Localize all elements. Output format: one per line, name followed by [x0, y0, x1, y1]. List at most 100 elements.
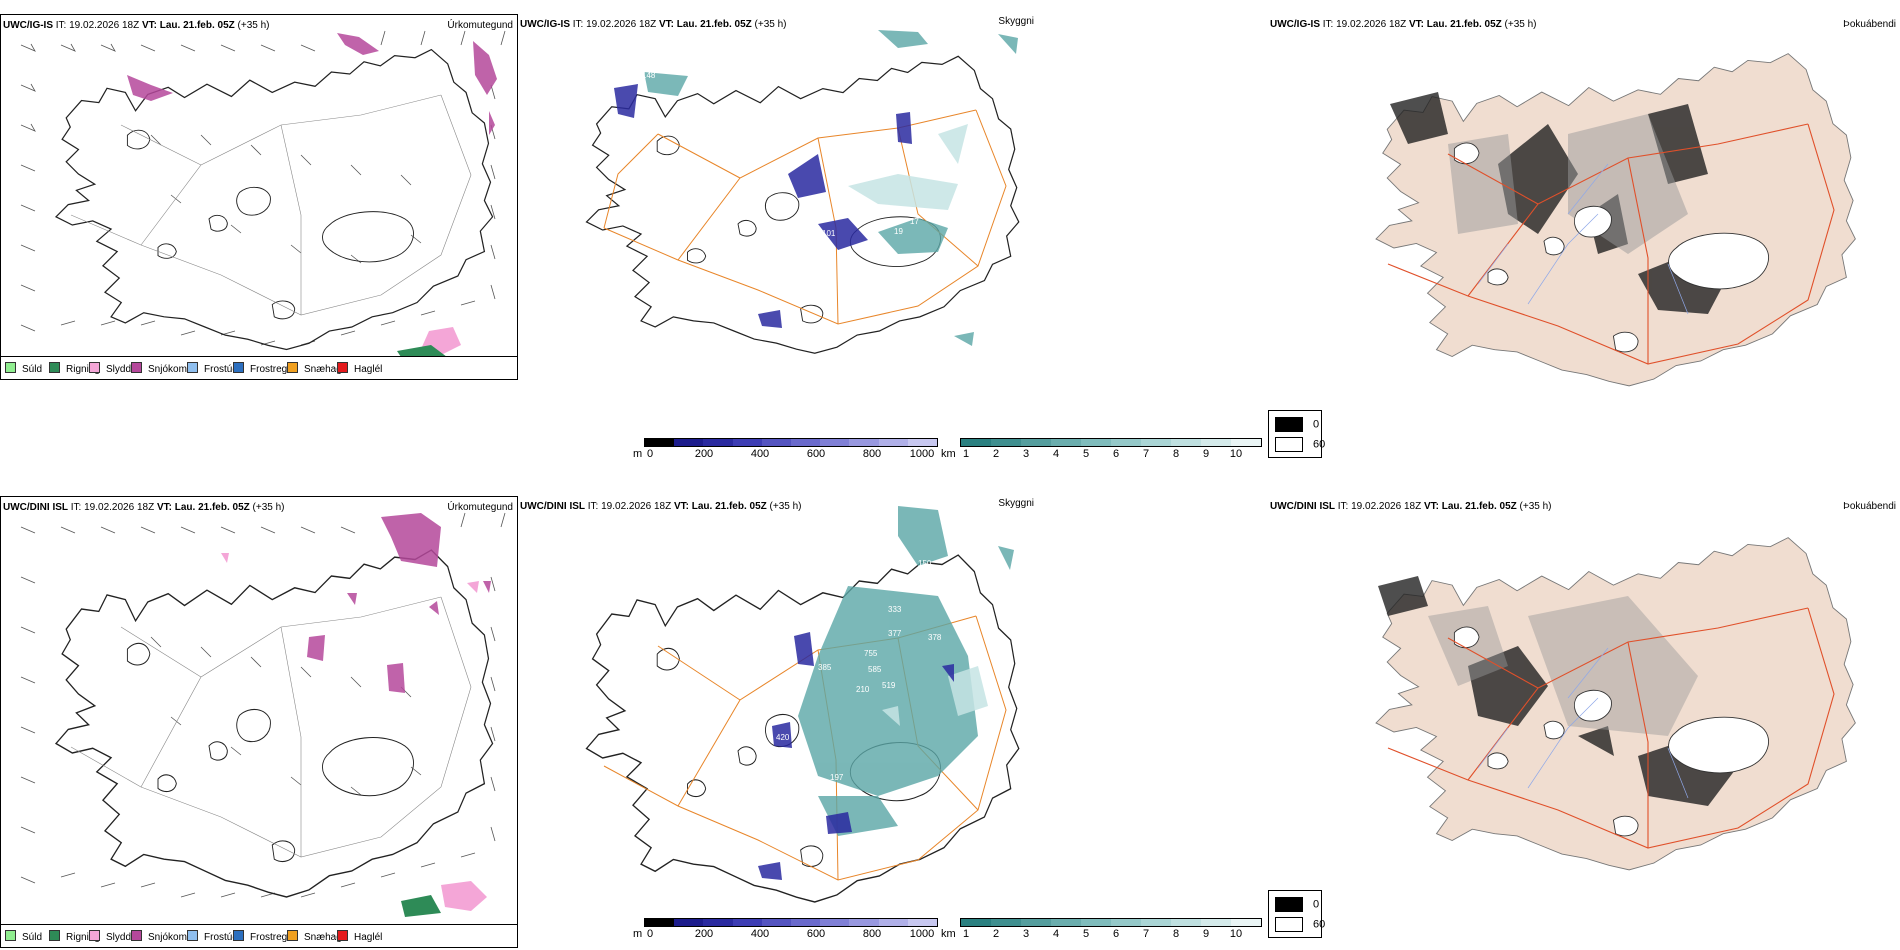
- vis-blue-areas: [758, 632, 954, 880]
- colorbar-strip: [960, 918, 1262, 927]
- swatch: [233, 362, 244, 373]
- field-name: Úrkomutegund: [447, 502, 513, 513]
- colorbar-tick: 200: [694, 448, 714, 460]
- colorbar-tick: 1: [962, 928, 970, 940]
- swatch: [1275, 917, 1303, 932]
- snow-areas: [307, 513, 491, 693]
- roads: [1387, 123, 1835, 365]
- swatch: [337, 930, 348, 941]
- sleet-areas: [221, 553, 487, 911]
- swatch: [5, 362, 16, 373]
- colorbar-tick: 400: [750, 928, 770, 940]
- fog-panel-top: UWC/IG-IS IT: 19.02.2026 18Z VT: Lau. 21…: [1268, 14, 1900, 404]
- legend-item-frostregn: Frostregn: [233, 362, 293, 375]
- swatch: [89, 362, 100, 373]
- legend-item-sudd: Súld: [5, 930, 42, 943]
- swatch: [89, 930, 100, 941]
- visibility-panel-bottom: 150 68 333 377 378 755 585 519 210 385 4…: [518, 496, 1038, 916]
- field-name: Skyggni: [998, 498, 1034, 509]
- legend-item-haglel: Haglél: [337, 362, 382, 375]
- vis-label: 420: [776, 733, 790, 742]
- colorbar-unit: m: [633, 448, 643, 460]
- precip-legend: Súld Rigning Slydda Snjókoma Frostúði Fr…: [1, 356, 517, 379]
- vis-label: 197: [830, 773, 844, 782]
- visibility-km-colorbar-bottom: km 1 2 3 4 5 6 7 8 9 10: [940, 918, 1270, 942]
- colorbar-tick: 5: [1082, 448, 1090, 460]
- vis-label: 19: [894, 227, 903, 236]
- colorbar-tick: 3: [1022, 928, 1030, 940]
- colorbar-strip: [960, 438, 1262, 447]
- colorbar-tick: 0: [646, 928, 654, 940]
- legend-item-frostudi: Frostúði: [187, 930, 240, 943]
- fog-legend-row: 60: [1275, 437, 1325, 452]
- fog-legend-top: 0 60: [1268, 410, 1325, 458]
- fog-map-bottom: [1375, 537, 1856, 871]
- vis-label: 378: [928, 633, 942, 642]
- vis-label: 385: [818, 663, 832, 672]
- legend-item-rigning: Rigning: [49, 362, 100, 375]
- swatch: [5, 930, 16, 941]
- colorbar-tick: 2: [992, 928, 1000, 940]
- vis-label: 205: [958, 907, 972, 916]
- fog-dark-areas: [1390, 92, 1728, 314]
- colorbar-tick: 7: [1142, 448, 1150, 460]
- fog-legend-row: 0: [1275, 897, 1319, 912]
- colorbar-tick: 200: [694, 928, 714, 940]
- precip-type-panel-bottom: UWC/DINI ISL IT: 19.02.2026 18Z VT: Lau.…: [0, 496, 518, 948]
- colorbar-tick: 6: [1112, 928, 1120, 940]
- vis-blue-areas: [614, 84, 912, 328]
- colorbar-tick: 2: [992, 448, 1000, 460]
- wind-barbs: [20, 512, 506, 898]
- swatch: [131, 362, 142, 373]
- precip-map-top: [20, 30, 506, 357]
- vis-label: 755: [864, 649, 878, 658]
- colorbar-unit: km: [941, 928, 956, 940]
- vis-teal-areas: [644, 30, 1018, 346]
- colorbar-tick: 1: [962, 448, 970, 460]
- vis-label: 333: [888, 605, 902, 614]
- colorbar-strip: [644, 918, 938, 927]
- legend-item-slydda: Slydda: [89, 362, 137, 375]
- swatch: [49, 930, 60, 941]
- colorbar-tick: 6: [1112, 448, 1120, 460]
- colorbar-strip: [644, 438, 938, 447]
- precip-legend: Súld Rigning Slydda Snjókoma Frostúði Fr…: [1, 924, 517, 947]
- swatch: [1275, 417, 1303, 432]
- legend-item-snaehagl: Snæhagl: [287, 362, 344, 375]
- vis-label: 68: [918, 585, 927, 594]
- vis-label: 210: [856, 685, 870, 694]
- visibility-km-colorbar-top: km 1 2 3 4 5 6 7 8 9 10: [940, 438, 1270, 462]
- panel-title: UWC/DINI ISL IT: 19.02.2026 18Z VT: Lau.…: [3, 502, 285, 513]
- colorbar-tick: 4: [1052, 928, 1060, 940]
- colorbar-tick: 800: [862, 448, 882, 460]
- roads: [70, 94, 472, 316]
- vis-label: 148: [642, 71, 656, 80]
- colorbar-tick: 1000: [909, 448, 935, 460]
- colorbar-tick: 1000: [909, 928, 935, 940]
- roads: [70, 596, 472, 858]
- colorbar-tick: 9: [1202, 928, 1210, 940]
- rain-areas: [401, 895, 441, 917]
- swatch: [49, 362, 60, 373]
- legend-item-slydda: Slydda: [89, 930, 137, 943]
- roads: [603, 615, 1007, 881]
- colorbar-tick: 8: [1172, 928, 1180, 940]
- colorbar-tick: 10: [1229, 928, 1243, 940]
- colorbar-unit: m: [633, 928, 643, 940]
- colorbar-tick: 800: [862, 928, 882, 940]
- vis-light-areas: [848, 124, 968, 210]
- panel-title: UWC/IG-IS IT: 19.02.2026 18Z VT: Lau. 21…: [1270, 19, 1537, 30]
- visibility-panel-top: 148 101 17 19 UWC/IG-IS IT: 19.02.2026 1…: [518, 14, 1038, 380]
- colorbar-tick: 9: [1202, 448, 1210, 460]
- vis-value-labels: 148 101 17 19: [642, 71, 919, 238]
- panel-title: UWC/DINI ISL IT: 19.02.2026 18Z VT: Lau.…: [520, 501, 802, 512]
- visibility-map-bottom: 150 68 333 377 378 755 585 519 210 385 4…: [585, 506, 1020, 916]
- rivers: [1477, 163, 1689, 315]
- field-name: Þokuábendi: [1843, 19, 1896, 30]
- vis-teal-areas: [798, 506, 1014, 836]
- vis-label: 377: [888, 629, 902, 638]
- precip-map-bottom: [20, 512, 506, 917]
- snow-areas: [127, 33, 497, 135]
- colorbar-tick: 10: [1229, 448, 1243, 460]
- swatch: [1275, 897, 1303, 912]
